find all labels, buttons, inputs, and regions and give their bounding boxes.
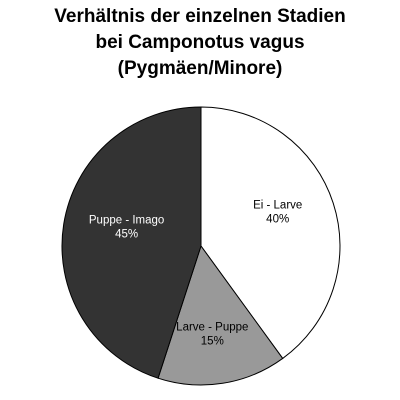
pie-labels: Ei - Larve 40% Larve - Puppe 15% Puppe - Ima… <box>89 200 302 348</box>
slice-value-label-0: 40% <box>266 214 289 226</box>
pie-slice-ei-larve <box>200 106 341 360</box>
chart-title-line-2: bei Camponotus vagus <box>95 32 305 53</box>
chart-title: Verhältnis der einzelnen Stadien bei Cam… <box>0 4 400 82</box>
slice-value-label-1: 15% <box>201 335 224 347</box>
pie-slice-puppe-imago <box>61 106 202 379</box>
slice-label-0: Ei - Larve <box>253 200 302 212</box>
slice-value-label-2: 45% <box>115 229 138 241</box>
pie-slices <box>61 106 341 386</box>
pie-slice-larve-puppe <box>157 244 284 386</box>
slice-label-1: Larve - Puppe <box>176 321 248 333</box>
chart-title-line-1: Verhältnis der einzelnen Stadien <box>54 6 346 27</box>
chart-title-line-3: (Pygmäen/Minore) <box>117 58 283 79</box>
slice-label-2: Puppe - Imago <box>89 215 164 227</box>
